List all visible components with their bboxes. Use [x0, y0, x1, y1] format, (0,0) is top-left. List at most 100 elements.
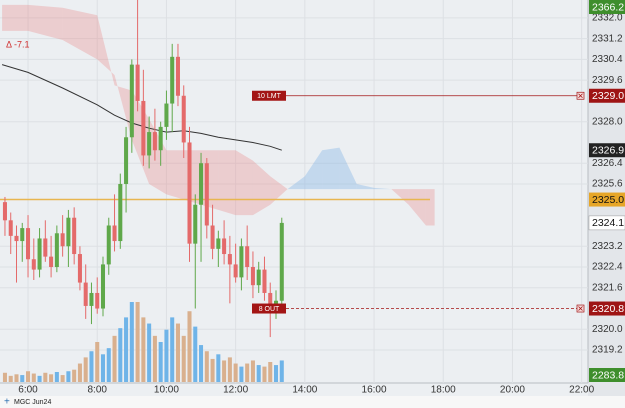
volume-bar [37, 375, 42, 382]
price-tag [589, 88, 625, 103]
price-tag-label: 2320.8 [592, 303, 624, 315]
candle-body [187, 142, 192, 244]
y-tick-label: 2326.4 [592, 158, 623, 169]
candle-body [31, 259, 36, 270]
candle-body [175, 56, 180, 96]
candle-body [250, 267, 255, 286]
cloud-segment [252, 160, 271, 216]
candle-body [147, 132, 152, 156]
volume-bar [112, 335, 117, 382]
volume-bar [54, 372, 59, 382]
candle-body [106, 225, 111, 265]
order-label-box[interactable] [252, 90, 286, 101]
cloud-segment [374, 187, 392, 190]
candle-body [181, 95, 186, 143]
candle-body [199, 163, 204, 205]
volume-bar [227, 357, 232, 382]
price-tag-label: 2325.0 [592, 194, 624, 206]
cloud-segment [97, 15, 115, 86]
change-label: Δ -7.1 [6, 39, 30, 49]
candle-body [14, 235, 19, 242]
candle-body [268, 292, 273, 306]
cloud-segment [356, 183, 375, 190]
candle-body [222, 238, 227, 255]
volume-bar [8, 375, 13, 382]
volume-bar [83, 357, 88, 382]
order-label[interactable]: 8 OUT [259, 306, 280, 313]
volume-bar [268, 362, 273, 382]
price-tag [589, 368, 625, 382]
cloud-segment [218, 150, 236, 216]
volume-bar [89, 351, 94, 382]
symbol-tab[interactable]: MGC Jun24 [14, 399, 51, 406]
cloud-segment [391, 189, 409, 205]
candle-body [141, 100, 146, 156]
add-icon[interactable]: + [4, 397, 10, 408]
candle-body [43, 238, 48, 257]
volume-bar [256, 365, 261, 382]
price-tag-label: 2326.9 [592, 145, 624, 157]
y-tick-label: 2331.2 [592, 33, 623, 44]
status-bar [0, 396, 625, 408]
volume-bar [118, 328, 123, 382]
x-tick-label: 6:00 [18, 385, 38, 396]
volume-layer [2, 302, 284, 382]
candle-body [152, 132, 157, 151]
order-label-box[interactable] [252, 303, 286, 314]
candle-body [170, 56, 175, 104]
volume-bar [129, 302, 134, 382]
cloud-segment [235, 150, 253, 216]
volume-bar [60, 375, 65, 382]
candle-body [20, 228, 25, 242]
order-cancel-icon[interactable] [578, 93, 583, 99]
cloud-segment [287, 176, 305, 190]
candle-body [54, 233, 59, 268]
y-tick-label: 2332.0 [592, 13, 623, 24]
cloud-segment [62, 7, 98, 60]
cloud-segment [183, 150, 202, 205]
y-tick-label: 2329.6 [592, 75, 623, 86]
volume-bar [77, 363, 82, 382]
volume-bar [31, 373, 36, 382]
price-tag [588, 215, 625, 231]
volume-bar [222, 360, 227, 382]
cloud-segment [201, 150, 219, 210]
cloud-segment [2, 4, 29, 31]
candle-body [60, 233, 65, 247]
volume-bar [181, 335, 186, 382]
cloud-segment [425, 189, 435, 226]
volume-bar [216, 354, 221, 382]
candle-body [210, 225, 215, 249]
candle-body [118, 183, 123, 242]
volume-bar [250, 360, 255, 382]
y-tick-label: 2319.2 [592, 345, 623, 356]
volume-bar [14, 374, 19, 382]
volume-bar [95, 342, 100, 382]
candle-body [245, 246, 250, 268]
candle-body [279, 222, 284, 301]
volume-bar [72, 369, 77, 382]
candle-body [233, 264, 238, 278]
order-cancel-icon[interactable] [578, 306, 583, 311]
cloud-segment [408, 189, 426, 226]
candle-body [227, 254, 232, 265]
candle-body [135, 64, 140, 101]
cloud-segment [339, 147, 357, 190]
candle-body [273, 300, 279, 306]
order-label[interactable]: 10 LMT [257, 93, 281, 100]
y-tick-label: 2321.6 [592, 282, 623, 293]
volume-bar [199, 345, 204, 382]
candle-body [193, 204, 198, 244]
x-tick-label: 10:00 [154, 385, 179, 396]
candle-body [158, 126, 163, 151]
candle-body [37, 238, 42, 270]
candle-body [256, 269, 261, 286]
volume-bar [164, 329, 169, 382]
y-tick-label: 2323.2 [592, 241, 623, 252]
orders-layer: 10 LMT 8 OUT [252, 90, 585, 314]
x-tick-label: 12:00 [223, 385, 248, 396]
price-tag [589, 192, 625, 207]
volume-bar [279, 360, 284, 382]
candle-body [83, 282, 88, 306]
